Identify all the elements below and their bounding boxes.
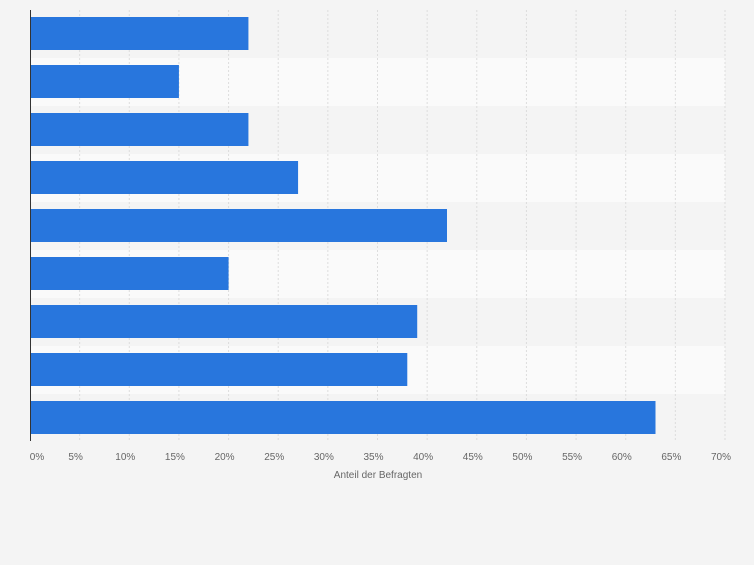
bar: [30, 17, 249, 50]
x-tick-label: 0%: [30, 452, 45, 463]
bar: [30, 161, 299, 194]
x-tick-label: 10%: [115, 452, 135, 463]
x-tick-label: 55%: [562, 452, 582, 463]
x-tick-label: 20%: [215, 452, 235, 463]
x-tick-label: 65%: [661, 452, 681, 463]
x-tick-label: 50%: [512, 452, 532, 463]
x-tick-label: 40%: [413, 452, 433, 463]
x-tick-label: 60%: [612, 452, 632, 463]
x-tick-label: 70%: [711, 452, 731, 463]
bar: [30, 305, 418, 338]
x-axis-title: Anteil der Befragten: [334, 470, 422, 481]
bar: [30, 65, 179, 98]
bar: [30, 113, 249, 146]
x-tick-label: 5%: [68, 452, 83, 463]
x-tick-label: 45%: [463, 452, 483, 463]
x-tick-label: 35%: [363, 452, 383, 463]
x-tick-label: 15%: [165, 452, 185, 463]
bar: [30, 257, 229, 290]
bars: [30, 17, 656, 434]
bar: [30, 401, 656, 434]
x-tick-labels: 0% 5% 10% 15% 20% 25% 30% 35% 40% 45% 50% 55% 60% 65%…: [30, 452, 731, 463]
x-tick-label: 30%: [314, 452, 334, 463]
bar: [30, 209, 447, 242]
bar: [30, 353, 408, 386]
x-tick-label: 25%: [264, 452, 284, 463]
